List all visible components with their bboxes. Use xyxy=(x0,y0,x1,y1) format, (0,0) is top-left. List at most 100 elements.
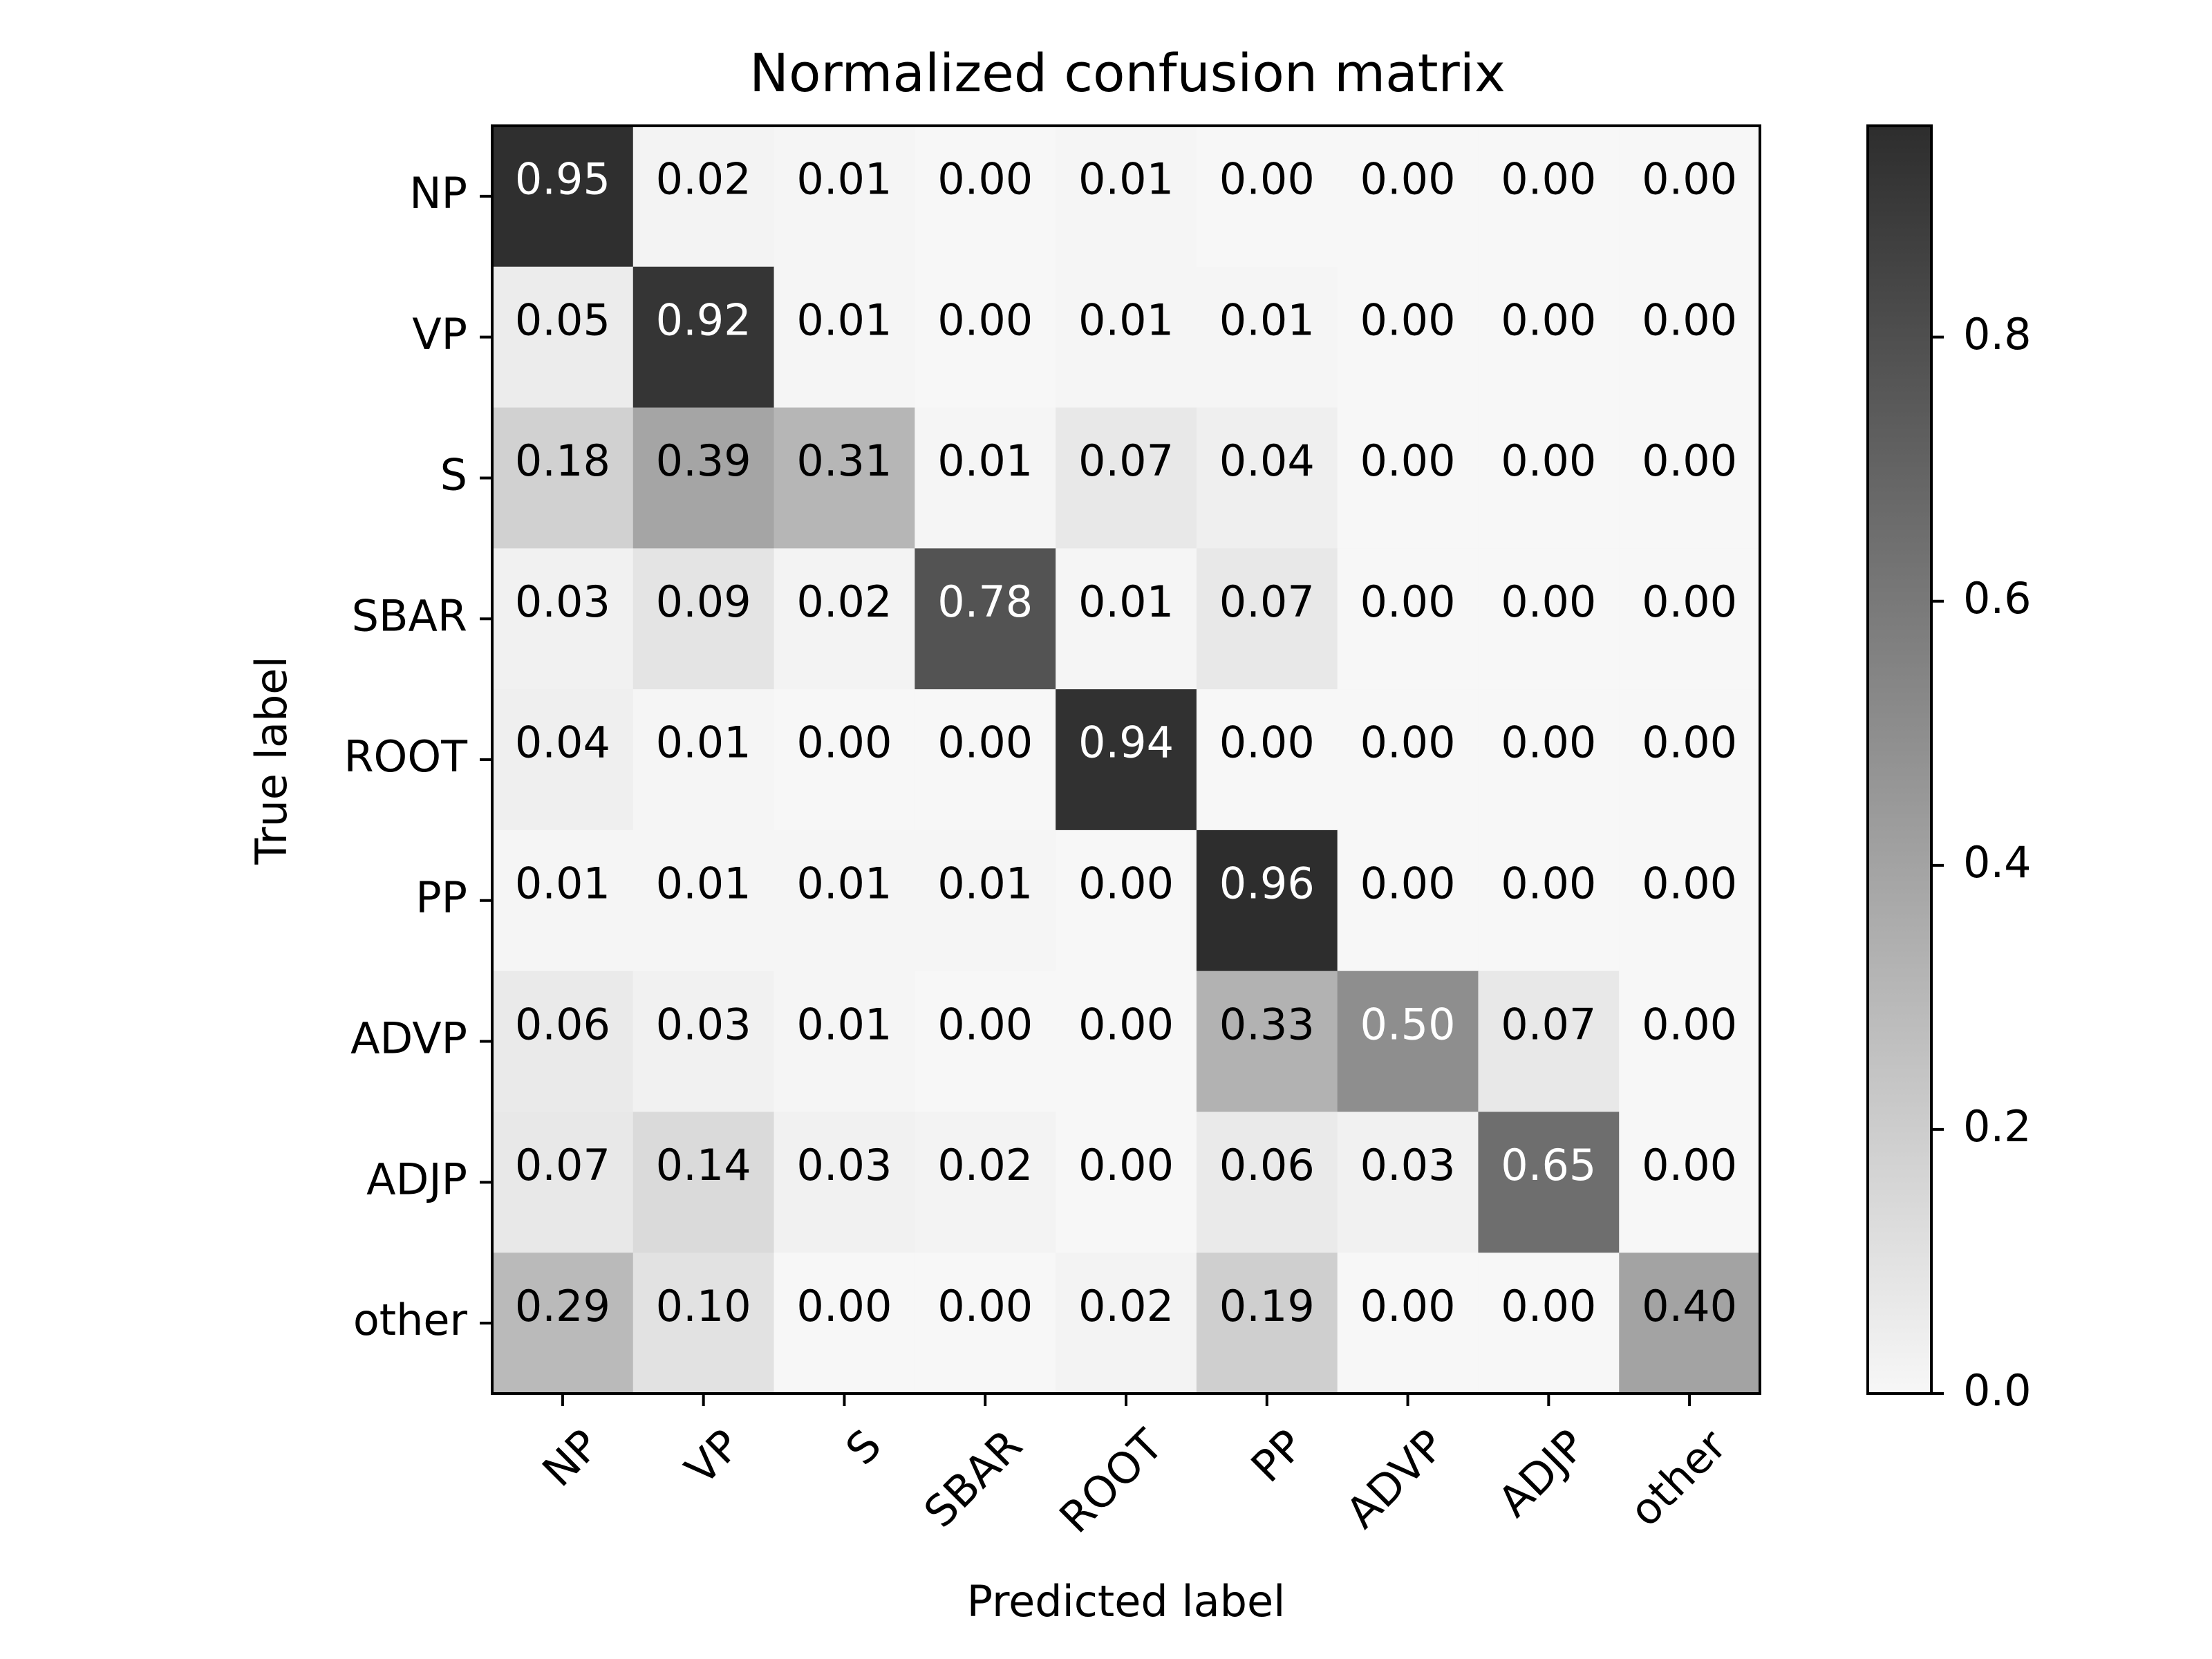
cell-value-label: 0.00 xyxy=(1501,154,1596,205)
cell-value-label: 0.00 xyxy=(1360,1281,1456,1331)
cell-value-label: 0.39 xyxy=(656,435,751,486)
heatmap-cell xyxy=(1196,548,1338,690)
heatmap-cell xyxy=(632,1112,775,1253)
cell-value-label: 0.19 xyxy=(1219,1281,1315,1331)
colorbar-tick-label: 0.0 xyxy=(1963,1365,2032,1416)
cell-value-label: 0.33 xyxy=(1219,999,1315,1049)
heatmap-cell xyxy=(774,971,915,1112)
y-tick-label: ROOT xyxy=(344,731,468,782)
heatmap-cell xyxy=(774,1112,915,1253)
heatmap-cell xyxy=(1478,407,1620,549)
heatmap-cell xyxy=(492,689,634,831)
colorbar xyxy=(1866,124,1933,1395)
cell-value-label: 0.07 xyxy=(515,1140,610,1190)
cell-value-label: 0.03 xyxy=(796,1140,892,1190)
heatmap-cell xyxy=(1478,689,1620,831)
cell-value-label: 0.01 xyxy=(796,999,892,1049)
cell-value-label: 0.00 xyxy=(1078,858,1174,908)
heatmap-cell xyxy=(1056,1112,1197,1253)
y-tick-label: PP xyxy=(415,872,467,923)
cell-value-label: 0.07 xyxy=(1219,577,1315,627)
cell-value-label: 0.65 xyxy=(1501,1140,1596,1190)
heatmap-cell xyxy=(774,689,915,831)
cell-value-label: 0.09 xyxy=(656,577,751,627)
cell-value-label: 0.00 xyxy=(937,718,1033,768)
cell-value-label: 0.07 xyxy=(1501,999,1596,1049)
heatmap-cell xyxy=(492,126,634,268)
y-tick-label: VP xyxy=(412,309,467,359)
heatmap-cell xyxy=(1619,1112,1761,1253)
cell-value-label: 0.01 xyxy=(1078,577,1174,627)
cell-value-label: 0.00 xyxy=(1219,154,1315,205)
heatmap-cell xyxy=(1056,126,1197,268)
heatmap-cell xyxy=(492,266,634,409)
cell-value-label: 0.03 xyxy=(515,577,610,627)
heatmap-cell xyxy=(915,1253,1056,1394)
cell-value-label: 0.00 xyxy=(1642,1140,1737,1190)
heatmap-cell xyxy=(1619,971,1761,1112)
heatmap-cell xyxy=(1619,266,1761,409)
heatmap-cell xyxy=(492,971,634,1112)
heatmap-cell xyxy=(1478,548,1620,690)
heatmap-cell xyxy=(492,407,634,549)
heatmap-cells xyxy=(492,126,1761,1394)
cell-value-label: 0.00 xyxy=(1078,999,1174,1049)
cell-value-label: 0.00 xyxy=(1078,1140,1174,1190)
cell-value-label: 0.02 xyxy=(937,1140,1033,1190)
y-axis-label: True label xyxy=(246,656,297,865)
y-axis-ticks: NP VP S SBAR ROOT PP ADVP ADJP other xyxy=(344,168,492,1345)
x-axis-label: Predicted label xyxy=(967,1576,1286,1627)
cell-value-label: 0.00 xyxy=(1642,294,1737,345)
heatmap-cell xyxy=(774,407,915,549)
heatmap-cell xyxy=(1619,126,1761,268)
colorbar-tick-label: 0.4 xyxy=(1963,837,2032,888)
cell-value-label: 0.00 xyxy=(1219,718,1315,768)
y-tick-label: ADJP xyxy=(366,1154,467,1204)
heatmap-cell xyxy=(1196,407,1338,549)
cell-value-label: 0.00 xyxy=(1360,435,1456,486)
cell-value-label: 0.18 xyxy=(515,435,610,486)
heatmap-cell xyxy=(774,266,915,409)
cell-value-label: 0.00 xyxy=(937,294,1033,345)
heatmap-cell xyxy=(1196,1253,1338,1394)
cell-value-label: 0.01 xyxy=(515,858,610,908)
y-tick-label: ADVP xyxy=(350,1013,467,1064)
heatmap-cell-labels: 0.95 0.02 0.01 0.00 0.01 0.00 0.00 0.00 0.00 0.05… xyxy=(515,154,1737,1331)
heatmap-cell xyxy=(1337,1253,1479,1394)
heatmap-cell xyxy=(1478,126,1620,268)
y-tick-label: NP xyxy=(409,168,467,218)
cell-value-label: 0.01 xyxy=(937,435,1033,486)
cell-value-label: 0.00 xyxy=(1501,718,1596,768)
heatmap-cell xyxy=(915,548,1056,690)
cell-value-label: 0.04 xyxy=(515,718,610,768)
heatmap-cell xyxy=(1337,971,1479,1112)
heatmap-cell xyxy=(632,548,775,690)
y-tick-label: other xyxy=(353,1295,468,1345)
heatmap-cell xyxy=(632,1253,775,1394)
heatmap-cell xyxy=(774,1253,915,1394)
heatmap-cell xyxy=(1056,548,1197,690)
cell-value-label: 0.00 xyxy=(1642,154,1737,205)
heatmap-cell xyxy=(1619,689,1761,831)
heatmap-cell xyxy=(1056,407,1197,549)
y-tick-label: SBAR xyxy=(352,590,467,641)
cell-value-label: 0.06 xyxy=(515,999,610,1049)
colorbar-ticks: 0.0 0.2 0.4 0.6 0.8 xyxy=(1931,309,2032,1416)
heatmap-cell xyxy=(632,126,775,268)
cell-value-label: 0.05 xyxy=(515,294,610,345)
heatmap-cell xyxy=(1056,266,1197,409)
heatmap-cell xyxy=(915,971,1056,1112)
heatmap-cell xyxy=(1478,1253,1620,1394)
cell-value-label: 0.92 xyxy=(656,294,751,345)
cell-value-label: 0.00 xyxy=(1360,718,1456,768)
cell-value-label: 0.00 xyxy=(1501,1281,1596,1331)
cell-value-label: 0.01 xyxy=(656,718,751,768)
cell-value-label: 0.01 xyxy=(1078,294,1174,345)
cell-value-label: 0.00 xyxy=(937,999,1033,1049)
heatmap-cell xyxy=(492,1253,634,1394)
cell-value-label: 0.00 xyxy=(1642,718,1737,768)
heatmap-cell xyxy=(632,971,775,1112)
heatmap-cell xyxy=(1619,830,1761,972)
heatmap-cell xyxy=(492,830,634,972)
